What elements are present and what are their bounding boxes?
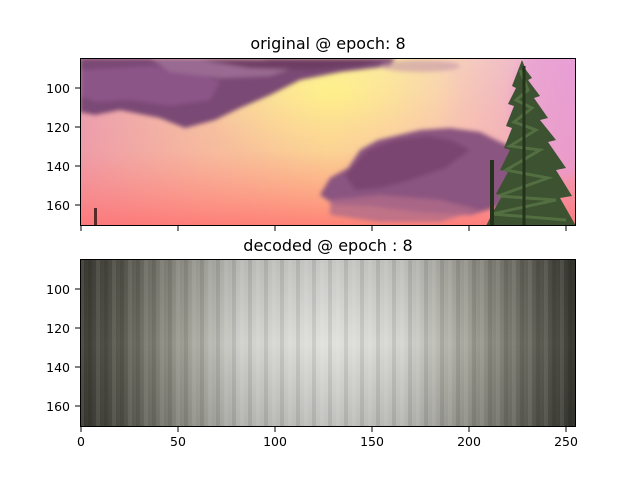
y-tick-label: 140 bbox=[46, 159, 70, 174]
x-tick-label: 250 bbox=[554, 434, 578, 449]
decoded-band bbox=[352, 259, 356, 427]
decoded-band bbox=[176, 259, 180, 427]
decoded-image bbox=[80, 259, 576, 427]
decoded-band bbox=[232, 259, 236, 427]
decoded-band bbox=[192, 259, 196, 427]
decoded-band bbox=[248, 259, 252, 427]
decoded-band bbox=[432, 259, 436, 427]
decoded-band bbox=[256, 259, 260, 427]
x-tick-label: 200 bbox=[457, 434, 481, 449]
decoded-band bbox=[536, 259, 540, 427]
x-tick-label: 50 bbox=[170, 434, 186, 449]
panel-original: original @ epoch: 8 bbox=[46, 34, 576, 231]
purple-cloud-right bbox=[320, 128, 540, 222]
decoded-band bbox=[280, 259, 284, 427]
decoded-band bbox=[528, 259, 532, 427]
decoded-band bbox=[328, 259, 332, 427]
decoded-band bbox=[376, 259, 380, 427]
decoded-band bbox=[504, 259, 508, 427]
y-tick-label: 120 bbox=[46, 321, 70, 336]
decoded-band bbox=[416, 259, 420, 427]
decoded-band bbox=[128, 259, 132, 427]
decoded-band bbox=[200, 259, 204, 427]
x-tick-label: 100 bbox=[263, 434, 287, 449]
decoded-band bbox=[424, 259, 428, 427]
decoded-band bbox=[296, 259, 300, 427]
decoded-band bbox=[240, 259, 244, 427]
x-axis-original bbox=[80, 226, 567, 231]
y-tick-label: 100 bbox=[46, 282, 70, 297]
x-axis-decoded: 0 50 100 150 200 250 bbox=[77, 427, 578, 449]
y-tick-label: 160 bbox=[46, 399, 70, 414]
decoded-band bbox=[104, 259, 108, 427]
x-tick-label: 150 bbox=[360, 434, 384, 449]
decoded-band bbox=[544, 259, 548, 427]
decoded-band bbox=[152, 259, 156, 427]
decoded-band bbox=[472, 259, 476, 427]
purple-cloud-left bbox=[80, 58, 460, 128]
decoded-band bbox=[264, 259, 268, 427]
decoded-band bbox=[288, 259, 292, 427]
y-tick-label: 160 bbox=[46, 198, 70, 213]
decoded-band bbox=[560, 259, 564, 427]
decoded-band bbox=[520, 259, 524, 427]
decoded-band bbox=[552, 259, 556, 427]
y-tick-label: 140 bbox=[46, 360, 70, 375]
panel-title-original: original @ epoch: 8 bbox=[250, 34, 405, 53]
decoded-band bbox=[320, 259, 324, 427]
tree bbox=[486, 60, 576, 226]
decoded-band bbox=[208, 259, 212, 427]
decoded-band bbox=[216, 259, 220, 427]
decoded-band bbox=[80, 259, 84, 427]
decoded-band bbox=[312, 259, 316, 427]
y-axis-decoded: 100 120 140 160 bbox=[46, 282, 80, 414]
decoded-band bbox=[96, 259, 100, 427]
decoded-band bbox=[440, 259, 444, 427]
x-tick-label: 0 bbox=[77, 434, 85, 449]
decoded-band bbox=[144, 259, 148, 427]
decoded-band bbox=[496, 259, 500, 427]
y-tick-label: 120 bbox=[46, 120, 70, 135]
panel-title-decoded: decoded @ epoch : 8 bbox=[243, 236, 412, 255]
decoded-band bbox=[480, 259, 484, 427]
decoded-band bbox=[88, 259, 92, 427]
decoded-band bbox=[344, 259, 348, 427]
decoded-band bbox=[448, 259, 452, 427]
decoded-band bbox=[336, 259, 340, 427]
decoded-band bbox=[112, 259, 116, 427]
decoded-band bbox=[360, 259, 364, 427]
decoded-band bbox=[384, 259, 388, 427]
decoded-band bbox=[512, 259, 516, 427]
decoded-band bbox=[304, 259, 308, 427]
decoded-band bbox=[400, 259, 404, 427]
decoded-band bbox=[272, 259, 276, 427]
decoded-band bbox=[136, 259, 140, 427]
decoded-band bbox=[120, 259, 124, 427]
decoded-band bbox=[168, 259, 172, 427]
original-image bbox=[80, 58, 576, 226]
decoded-band bbox=[184, 259, 188, 427]
decoded-band bbox=[408, 259, 412, 427]
decoded-band bbox=[488, 259, 492, 427]
panel-decoded: decoded @ epoch : 8 100 120 140 160 0 50 bbox=[46, 236, 578, 449]
decoded-band bbox=[392, 259, 396, 427]
y-tick-label: 100 bbox=[46, 81, 70, 96]
y-axis-original: 100 120 140 160 bbox=[46, 81, 80, 213]
decoded-band bbox=[464, 259, 468, 427]
decoded-band bbox=[456, 259, 460, 427]
decoded-band bbox=[368, 259, 372, 427]
decoded-band bbox=[568, 259, 572, 427]
decoded-band bbox=[160, 259, 164, 427]
decoded-band bbox=[224, 259, 228, 427]
